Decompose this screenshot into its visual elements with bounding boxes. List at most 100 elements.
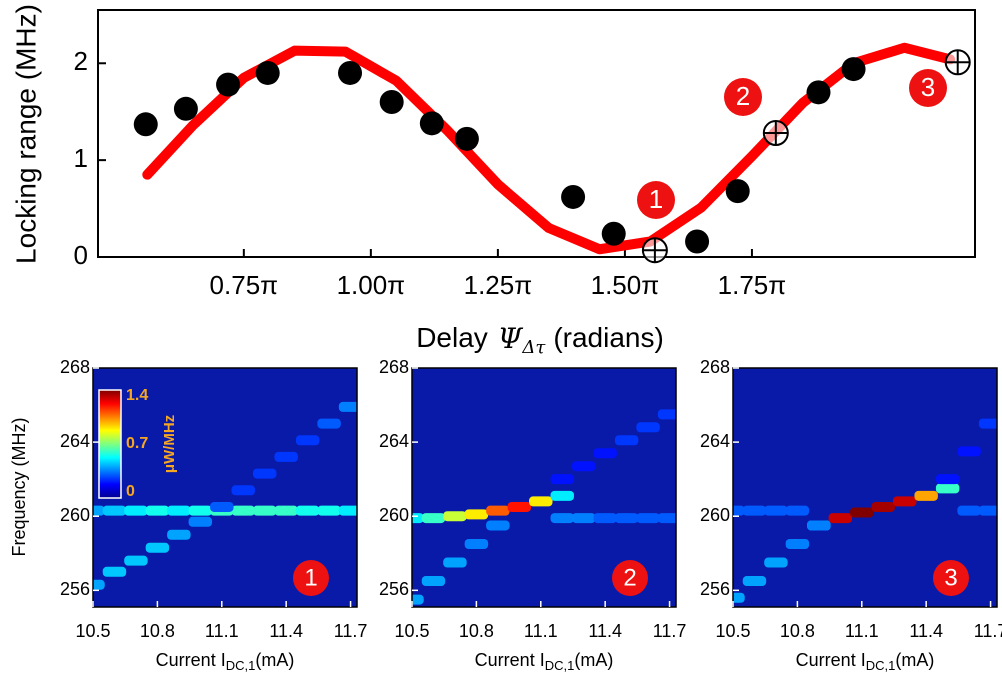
heatmap-cell <box>550 474 574 485</box>
annotation-badge <box>724 78 762 116</box>
x-tick-label: 11.4 <box>269 621 303 641</box>
heatmap-cell <box>231 505 255 516</box>
heatmap-cell <box>935 483 960 494</box>
y-tick-label: 2 <box>74 46 88 76</box>
plot-frame <box>97 9 976 258</box>
colorbar-tick-label: 1.4 <box>126 387 148 404</box>
heatmap-cell <box>892 496 917 507</box>
heatmap-cell <box>914 490 938 501</box>
panel-frame <box>411 367 677 608</box>
y-tick-label: 0 <box>74 240 88 270</box>
heatmap-cell <box>443 511 467 522</box>
heatmap-cell <box>978 505 997 516</box>
x-tick-label: 10.5 <box>394 621 429 641</box>
annotation-label: 1 <box>649 184 663 214</box>
heatmap-cell <box>188 505 213 516</box>
heatmap-cell <box>550 513 574 524</box>
x-tick-label: 1.00π <box>337 270 406 300</box>
heatmap-cell <box>274 451 298 462</box>
y-axis-label: Frequency (MHz) <box>9 417 29 556</box>
panel-frame <box>732 367 998 608</box>
heatmap-cell <box>252 505 277 516</box>
y-tick-label: 260 <box>379 505 409 525</box>
data-point <box>379 90 404 115</box>
y-tick-label: 256 <box>700 579 730 599</box>
data-point <box>685 229 710 254</box>
heatmap-cell <box>252 468 277 479</box>
heatmap-cell <box>614 435 639 446</box>
x-tick-label: 11.1 <box>524 621 558 641</box>
heatmap-cell <box>742 576 767 587</box>
panel-badge <box>933 560 969 596</box>
heatmap-cell <box>935 474 960 485</box>
heatmap-cell <box>145 542 170 553</box>
colorbar-tick-label: 0 <box>126 483 135 500</box>
x-label-text: Current I <box>796 650 866 670</box>
data-point <box>725 179 750 204</box>
x-axis-label: Delay ΨΔτ (radians) <box>416 322 664 359</box>
x-tick-label: 11.7 <box>974 621 1002 641</box>
heatmap-cell <box>636 513 660 524</box>
data-point <box>173 96 198 121</box>
data-point <box>841 57 866 82</box>
x-tick-label: 11.7 <box>334 621 368 641</box>
x-tick-label: 11.1 <box>845 621 879 641</box>
x-label-unit: (radians) <box>553 322 663 353</box>
crossed-plus <box>945 50 970 75</box>
x-label-unit: (mA) <box>574 650 613 670</box>
heatmap-cell <box>421 576 446 587</box>
panel-label: 3 <box>944 564 957 591</box>
x-axis-label: Current IDC,1(mA) <box>156 650 295 674</box>
annotation-badge <box>909 69 947 107</box>
colorbar-tick-label: 0.7 <box>126 435 148 452</box>
heatmap-cell <box>507 501 532 512</box>
x-axis-label: Current IDC,1(mA) <box>475 650 614 674</box>
x-tick-label: 1.75π <box>718 270 787 300</box>
colorbar-label: μW/MHz <box>161 415 178 473</box>
y-tick-label: 264 <box>60 431 90 451</box>
heatmap-cell <box>93 579 105 590</box>
data-point <box>216 72 241 97</box>
heatmap-cell <box>338 401 357 412</box>
y-tick-label: 256 <box>60 579 90 599</box>
heatmap-cell <box>464 539 489 550</box>
heatmap-cell <box>338 505 357 516</box>
y-tick-label: 260 <box>60 505 90 525</box>
heatmap-cell <box>529 496 553 507</box>
y-tick-label: 260 <box>700 505 730 525</box>
annotation-label: 3 <box>921 72 935 102</box>
heatmap-cell <box>593 448 617 459</box>
x-axis-label: Current IDC,1(mA) <box>796 650 935 674</box>
heatmap-cell <box>828 513 853 524</box>
heatmap-cells <box>412 409 676 605</box>
data-point <box>338 60 363 85</box>
heatmap-cell <box>124 555 148 566</box>
data-point <box>806 80 831 105</box>
x-label-unit: (mA) <box>255 650 294 670</box>
heatmap-cells <box>93 401 357 590</box>
heatmap-cell <box>274 505 298 516</box>
colorbar <box>98 389 122 499</box>
heatmap-cell <box>978 418 997 429</box>
data-point <box>133 112 158 137</box>
crossed-point <box>762 120 789 147</box>
heatmap-cell <box>550 490 574 501</box>
heatmap-cell <box>124 505 148 516</box>
x-label-subscript: Δτ <box>521 337 546 358</box>
heatmap-cell <box>102 505 127 516</box>
heatmap-cell <box>764 557 788 568</box>
heatmap-cell <box>443 557 467 568</box>
heatmap-cell <box>785 539 810 550</box>
heatmap-cell <box>571 461 596 472</box>
panel-badge <box>612 560 648 596</box>
x-tick-label: 10.5 <box>715 621 750 641</box>
crossed-plus <box>763 121 788 146</box>
annotation-badge <box>637 181 675 219</box>
x-tick-label: 11.7 <box>653 621 687 641</box>
heatmap-cell <box>486 505 510 516</box>
crossed-plus <box>642 238 667 263</box>
heatmap-cell <box>764 505 788 516</box>
heatmap-cell <box>571 513 596 524</box>
panel-frame <box>92 367 358 608</box>
